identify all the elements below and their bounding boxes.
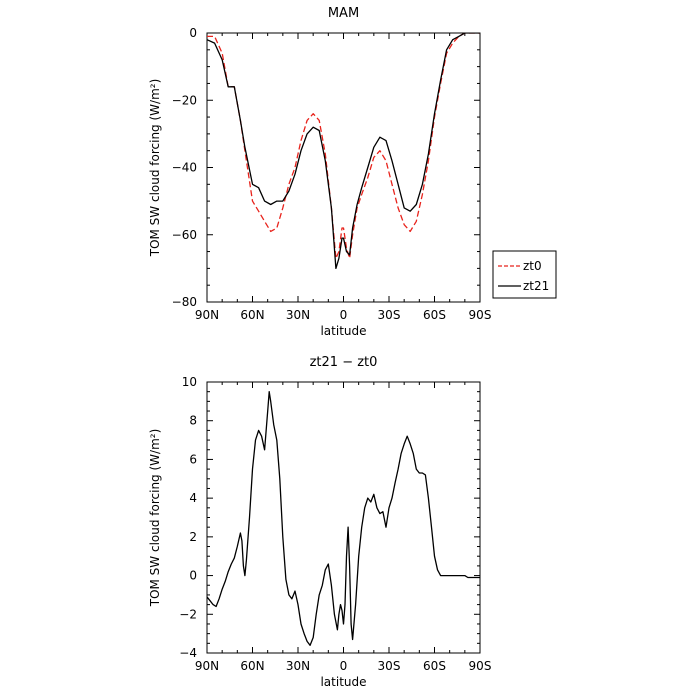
y-tick-label: −2 (179, 607, 197, 621)
y-tick-label: 0 (189, 569, 197, 583)
chart-panel-1: MAM 90N 60N 30N 0 30S 60S 90S 0 −20 −40 −60 −80 latit… (148, 6, 557, 338)
x-tick-label: 60S (423, 659, 446, 673)
x-tick-label: 90S (469, 308, 492, 322)
y-tick-label: 8 (189, 414, 197, 428)
y-tick-label: −20 (172, 93, 197, 107)
chart-title: MAM (328, 6, 359, 21)
series-line-zt21 (207, 33, 480, 270)
x-tick-label: 30N (286, 659, 310, 673)
y-tick-label: 6 (189, 452, 197, 466)
legend-label-zt0: zt0 (523, 259, 542, 273)
x-tick-label: 60N (240, 308, 264, 322)
chart-title: zt21 − zt0 (310, 355, 378, 370)
x-axis-label: latitude (320, 675, 366, 689)
x-axis-label: latitude (320, 324, 366, 338)
x-tick-label: 60S (423, 308, 446, 322)
plot-frame (206, 381, 481, 654)
x-tick-label: 0 (340, 308, 348, 322)
x-tick-label: 30S (378, 308, 401, 322)
x-tick-label: 90N (195, 659, 219, 673)
y-tick-label: −60 (172, 228, 197, 242)
y-axis-label: TOM SW cloud forcing (W/m²) (148, 79, 162, 258)
legend: zt0 zt21 (492, 250, 557, 299)
legend-box (492, 250, 557, 299)
y-tick-label: 4 (189, 491, 197, 505)
x-tick-label: 0 (340, 659, 348, 673)
x-tick-label: 60N (240, 659, 264, 673)
legend-label-zt21: zt21 (523, 279, 549, 293)
y-tick-label: −40 (172, 161, 197, 175)
series-line-zt0 (207, 33, 480, 259)
y-axis-label: TOM SW cloud forcing (W/m²) (148, 429, 162, 608)
series-line-series-1 (207, 391, 480, 646)
y-tick-label: 0 (189, 26, 197, 40)
x-tick-label: 30N (286, 308, 310, 322)
x-tick-label: 30S (378, 659, 401, 673)
x-tick-label: 90N (195, 308, 219, 322)
x-tick-label: 90S (469, 659, 492, 673)
y-tick-label: 10 (182, 375, 197, 389)
y-tick-label: 2 (189, 530, 197, 544)
y-tick-label: −80 (172, 295, 197, 309)
y-tick-label: −4 (179, 646, 197, 660)
chart-panel-2: zt21 − zt0 90N 60N 30N 0 30S 60S 90S 10 8 6 4 2 0 −2 −4… (148, 355, 491, 689)
